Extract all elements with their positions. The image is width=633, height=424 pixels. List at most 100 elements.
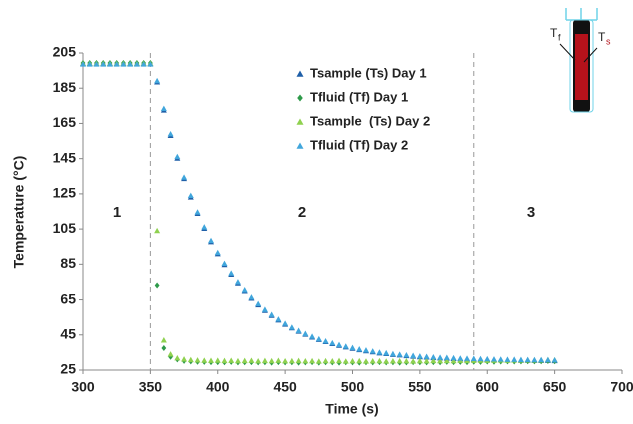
data-point: [416, 357, 423, 364]
data-point: [457, 355, 464, 361]
legend-label: Tsample (Ts) Day 1: [310, 65, 427, 80]
data-point: [396, 351, 403, 357]
x-tick-label: 350: [139, 379, 163, 395]
inset-label-sub: s: [606, 36, 611, 46]
data-point: [315, 335, 322, 342]
inset-label: T: [550, 26, 558, 40]
data-point: [551, 356, 558, 363]
data-point: [154, 227, 161, 234]
data-point: [181, 356, 188, 362]
data-point: [86, 61, 93, 67]
inset-probe: [559, 8, 598, 113]
x-tick-label: 500: [341, 379, 365, 395]
data-point: [309, 357, 316, 364]
data-point: [342, 358, 349, 364]
legend-label: Tsample (Ts) Day 2: [310, 113, 430, 128]
data-point: [490, 356, 497, 362]
data-point: [93, 61, 100, 67]
data-point: [497, 356, 504, 362]
data-point: [228, 270, 235, 276]
data-point: [517, 356, 524, 363]
data-point: [322, 337, 329, 344]
x-tick-label: 400: [206, 379, 230, 395]
legend-label: Tfluid (Tf) Day 1: [310, 89, 408, 104]
data-point: [362, 347, 369, 353]
data-point: [450, 357, 457, 364]
data-point: [261, 357, 268, 364]
data-point: [504, 356, 511, 362]
data-point: [369, 348, 376, 354]
data-point: [167, 131, 174, 137]
data-point: [423, 358, 430, 364]
y-tick-label: 145: [53, 149, 77, 165]
data-point: [376, 349, 383, 355]
data-point: [437, 357, 444, 364]
data-point: [329, 339, 336, 346]
legend-label: Tfluid (Tf) Day 2: [310, 137, 408, 152]
data-point: [201, 224, 208, 230]
data-point: [275, 357, 282, 363]
data-point: [234, 279, 241, 285]
data-point: [282, 320, 289, 326]
data-point: [120, 61, 127, 67]
data-point: [531, 356, 538, 363]
data-point: [396, 357, 403, 364]
data-point: [302, 330, 309, 336]
data-point: [336, 357, 343, 364]
data-point: [383, 358, 390, 364]
data-point: [241, 287, 248, 293]
data-point: [484, 355, 491, 362]
legend-marker: [296, 142, 304, 149]
y-tick-label: 125: [53, 185, 77, 201]
data-point: [288, 324, 295, 330]
data-point: [430, 353, 437, 360]
data-point: [261, 306, 268, 312]
data-point: [349, 344, 356, 351]
data-point: [187, 356, 194, 363]
region-label: 2: [298, 204, 306, 221]
data-point: [544, 356, 551, 363]
y-tick-label: 165: [53, 114, 77, 130]
data-point: [174, 153, 181, 160]
inset-label: T: [598, 30, 606, 44]
data-point: [154, 77, 161, 84]
data-point: [410, 358, 417, 364]
data-point: [208, 237, 215, 244]
data-point: [214, 249, 221, 256]
data-point: [423, 353, 430, 359]
y-tick-label: 185: [53, 79, 77, 95]
x-tick-label: 700: [610, 379, 633, 395]
data-point: [356, 346, 363, 352]
data-point: [255, 358, 262, 364]
data-point: [147, 61, 154, 67]
data-point: [437, 354, 444, 360]
data-point: [221, 260, 228, 267]
legend-marker: [296, 70, 304, 77]
inset-label-sub: f: [558, 32, 561, 42]
data-point: [443, 357, 450, 364]
data-point: [208, 357, 215, 363]
data-point: [511, 356, 518, 362]
data-point: [160, 105, 167, 112]
data-point: [477, 355, 484, 362]
y-tick-label: 105: [53, 220, 77, 236]
data-point: [369, 358, 376, 364]
data-point: [140, 61, 147, 67]
data-point: [524, 356, 531, 363]
data-point: [255, 300, 262, 307]
data-point: [214, 357, 221, 363]
x-tick-label: 600: [476, 379, 500, 395]
data-point: [430, 357, 437, 364]
data-point: [389, 350, 396, 357]
data-point: [282, 358, 289, 364]
y-tick-label: 85: [60, 255, 76, 271]
x-axis-label: Time (s): [325, 401, 378, 417]
data-point: [342, 343, 349, 349]
data-point: [248, 357, 255, 363]
data-point: [201, 357, 208, 363]
data-point: [329, 358, 336, 364]
y-tick-label: 45: [60, 325, 76, 341]
data-point: [302, 358, 309, 364]
